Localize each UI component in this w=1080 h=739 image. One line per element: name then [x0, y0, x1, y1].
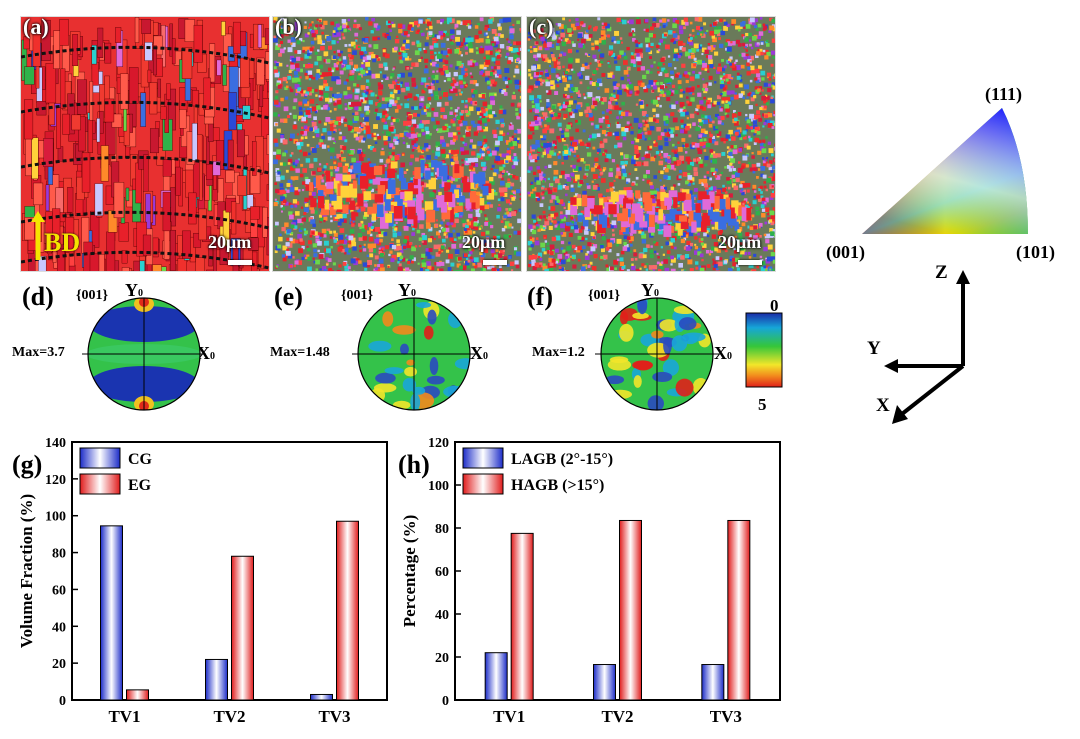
pole-x-f: X0 — [714, 343, 732, 363]
y-tick-label: 40 — [52, 620, 66, 635]
build-direction-arrow — [31, 211, 45, 260]
axis-x-label: X — [876, 395, 890, 416]
ipf-color-key — [862, 108, 1028, 234]
legend-swatch-1 — [79, 473, 121, 495]
pole-figure-e — [352, 297, 476, 411]
scale-label-c: 20μm — [718, 232, 762, 252]
legend-label-0: CG — [128, 451, 153, 468]
ipf-label-111: (111) — [985, 84, 1023, 104]
panel-label-d: (d) — [22, 282, 54, 311]
pole-figure-f — [595, 297, 719, 411]
legend-swatch-1 — [462, 473, 504, 495]
y-tick-label: 0 — [442, 694, 449, 709]
y-tick-label: 80 — [52, 547, 66, 562]
plot-frame — [71, 441, 388, 701]
bar-chart-g: 0 20 40 60 80 100 120 140 TV1 TV2 TV3 Volume Fracti… — [17, 436, 388, 726]
y-tick-label: 20 — [52, 657, 66, 672]
panel-label-f: (f) — [527, 282, 553, 311]
bar-cg-tv1 — [100, 525, 123, 701]
ipf-label-001: (001) — [826, 242, 865, 262]
scale-label-b: 20μm — [462, 232, 506, 252]
x-tick-label: TV3 — [318, 707, 350, 726]
legend-label-1: EG — [128, 477, 152, 494]
y-tick-label: 20 — [435, 651, 449, 666]
pole-plane-f: {001} — [588, 288, 621, 303]
bar-cg-tv3 — [310, 693, 333, 701]
y-tick-label: 120 — [45, 473, 66, 488]
panel-label-h: (h) — [398, 450, 430, 479]
y-tick-label: 140 — [45, 436, 66, 451]
y-axis-label: Percentage (%) — [400, 515, 419, 628]
axis-y-label: Y — [867, 338, 881, 359]
pole-y-f: Y0 — [641, 280, 659, 300]
bar-eg-tv3 — [336, 520, 359, 701]
legend-label-0: LAGB (2°-15°) — [511, 451, 613, 468]
x-tick-label: TV1 — [108, 707, 140, 726]
colorbar-top-label: 0 — [770, 296, 779, 315]
scale-bar-a — [228, 260, 252, 265]
pole-y-d: Y0 — [125, 280, 143, 300]
bar-hagb-tv2 — [619, 519, 642, 701]
y-tick-label: 80 — [435, 522, 449, 537]
bar-hagb-tv3 — [727, 519, 751, 701]
bar-eg-tv1 — [126, 689, 149, 701]
legend-swatch-0 — [79, 447, 121, 469]
pole-figure-d — [82, 297, 206, 411]
bar-lagb-tv3 — [701, 664, 725, 701]
y-tick-label: 120 — [428, 436, 449, 451]
coordinate-axes-triad — [884, 270, 970, 424]
y-tick-label: 0 — [59, 694, 66, 709]
bar-eg-tv2 — [231, 555, 254, 701]
ebsd-map-c — [526, 16, 776, 272]
x-tick-label: TV2 — [601, 707, 633, 726]
bar-lagb-tv2 — [593, 664, 616, 701]
panel-label-b: (b) — [275, 14, 302, 39]
x-tick-label: TV2 — [213, 707, 245, 726]
y-tick-label: 100 — [428, 479, 449, 494]
bar-chart-h: 0 20 40 60 80 100 120 TV1 TV2 TV3 Percentage (%) LA… — [400, 436, 781, 726]
y-tick-label: 60 — [52, 583, 66, 598]
y-tick-label: 40 — [435, 608, 449, 623]
plot-frame — [454, 441, 781, 701]
pole-max-d: Max=3.7 — [12, 345, 65, 360]
x-tick-label: TV1 — [493, 707, 525, 726]
panel-label-e: (e) — [274, 282, 303, 311]
pole-max-e: Max=1.48 — [270, 345, 330, 360]
x-tick-label: TV3 — [710, 707, 742, 726]
colorbar-bottom-label: 5 — [758, 395, 767, 414]
legend-label-1: HAGB (>15°) — [511, 477, 604, 494]
pole-x-e: X0 — [470, 343, 488, 363]
y-tick-label: 60 — [435, 565, 449, 580]
scale-bar-c — [738, 260, 762, 265]
pole-y-e: Y0 — [398, 280, 416, 300]
panel-label-c: (c) — [529, 14, 554, 39]
build-direction-label: BD — [44, 228, 81, 257]
panel-label-a: (a) — [23, 14, 49, 39]
pole-plane-e: {001} — [341, 288, 374, 303]
ebsd-map-b — [272, 16, 522, 272]
ebsd-map-a — [20, 16, 270, 272]
axis-z-label: Z — [935, 262, 948, 283]
scale-bar-b — [483, 260, 507, 265]
y-tick-label: 100 — [45, 510, 66, 525]
bar-cg-tv2 — [205, 658, 228, 701]
pole-plane-d: {001} — [76, 288, 109, 303]
bar-hagb-tv1 — [510, 532, 534, 701]
legend-swatch-0 — [462, 447, 504, 469]
intensity-colorbar — [745, 312, 783, 388]
scale-label-a: 20μm — [208, 232, 252, 252]
y-axis-label: Volume Fraction (%) — [17, 494, 36, 648]
panel-label-g: (g) — [12, 450, 43, 479]
bar-lagb-tv1 — [484, 652, 508, 701]
pole-max-f: Max=1.2 — [532, 345, 585, 360]
ipf-label-101: (101) — [1016, 242, 1055, 262]
